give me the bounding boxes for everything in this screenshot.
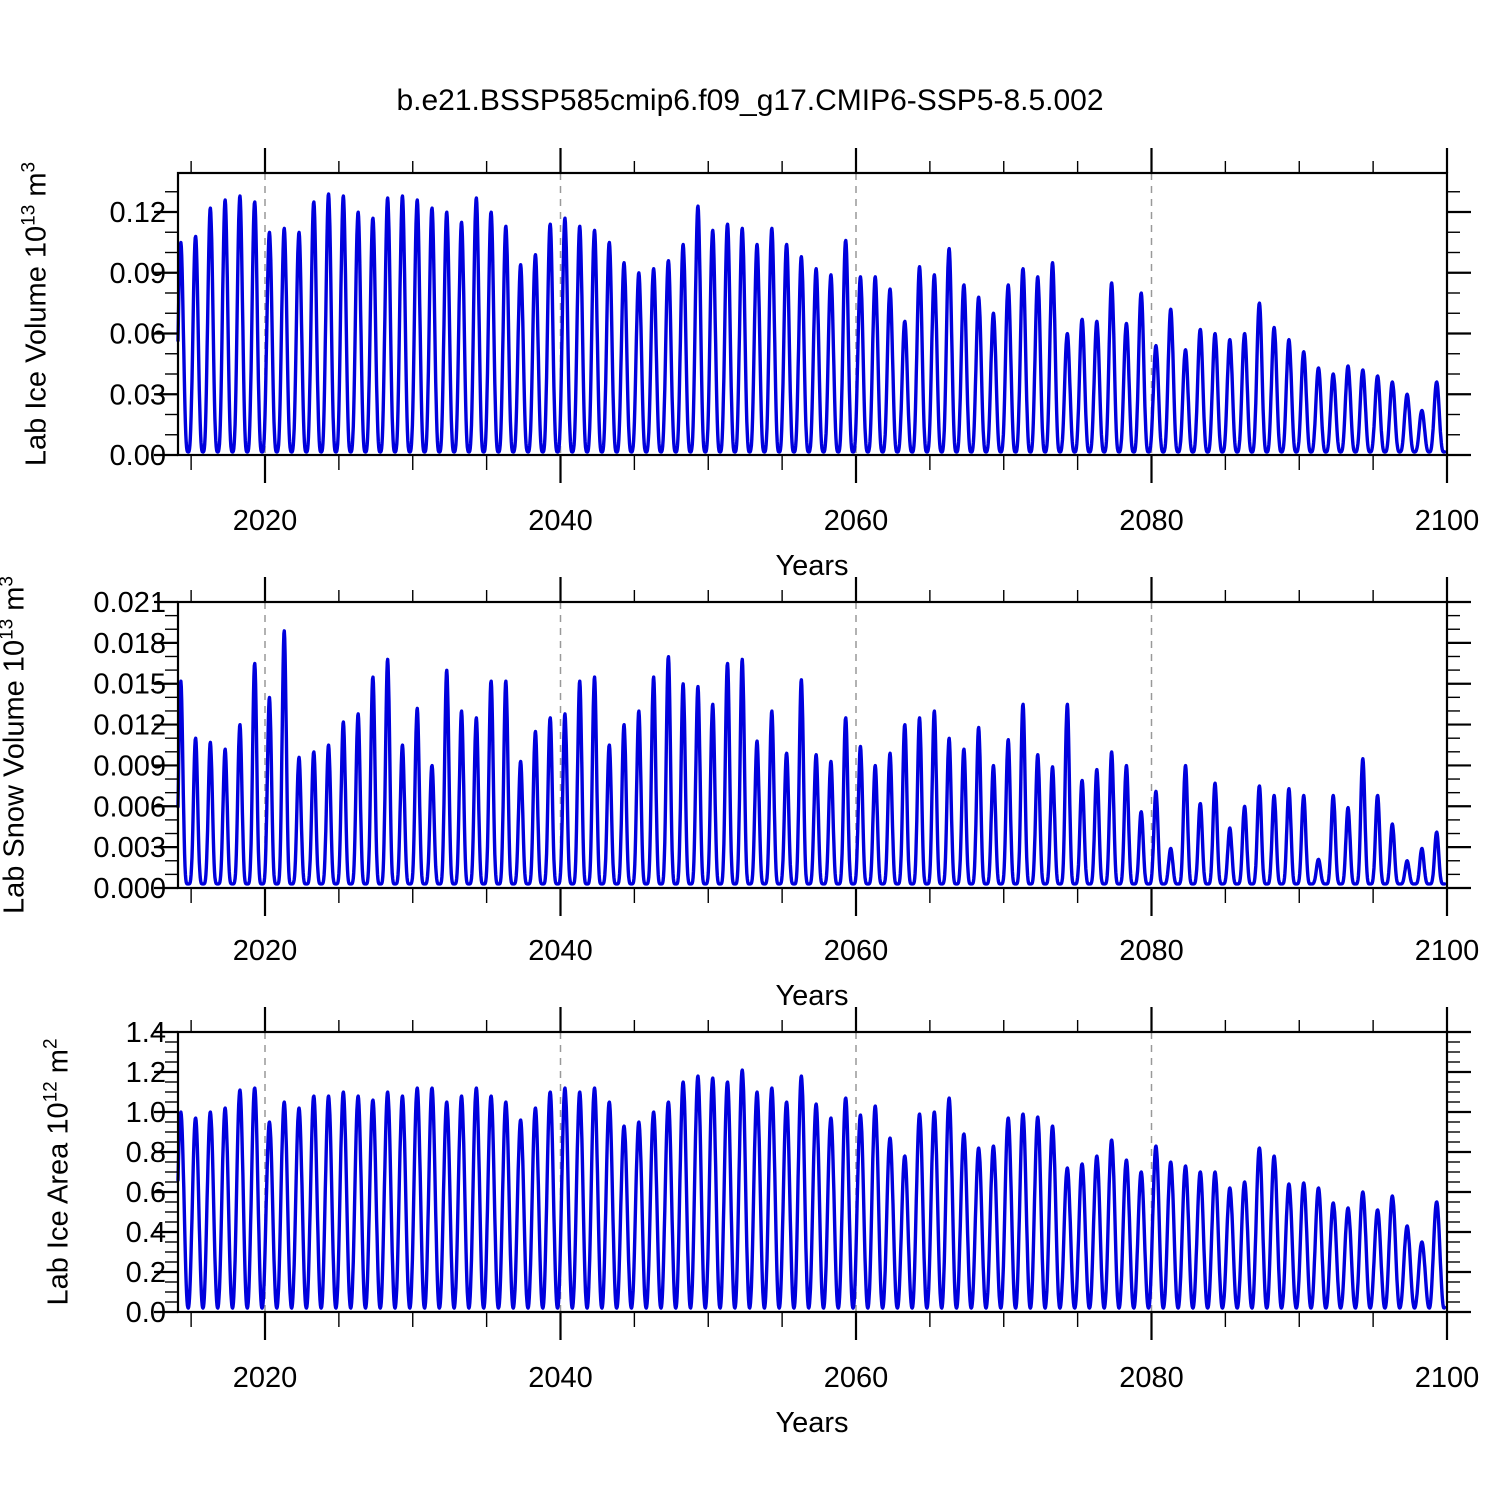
x-tick-label: 2100: [1415, 1362, 1480, 1394]
ice-volume-series-line: [176, 192, 1447, 454]
chart-title: b.e21.BSSP585cmip6.f09_g17.CMIP6-SSP5-8.…: [396, 84, 1104, 117]
y-tick-label: 0.06: [110, 319, 166, 351]
x-tick-label: 2100: [1415, 505, 1480, 537]
exponent: 13: [0, 618, 18, 640]
y-tick-label: 0.4: [126, 1217, 166, 1249]
y-tick-label: 1.4: [126, 1017, 166, 1049]
x-tick-label: 2080: [1119, 935, 1184, 967]
y-tick-label: 0.009: [93, 750, 166, 782]
x-tick-label: 2020: [233, 935, 298, 967]
y-tick-label: 0.03: [110, 379, 166, 411]
y-tick-label: 0.09: [110, 258, 166, 290]
x-axis-title-2: Years: [775, 980, 849, 1012]
y-axis-title-units: m: [42, 1049, 75, 1082]
exponent: 3: [0, 576, 18, 587]
axis-frame: [176, 171, 1449, 457]
x-axis-title-1: Years: [775, 550, 849, 582]
y-tick-label: 0.2: [126, 1257, 166, 1289]
ice-area-series-line: [176, 1068, 1447, 1310]
y-tick-label: 0.006: [93, 791, 166, 823]
x-axis-title-3: Years: [775, 1407, 849, 1439]
x-tick-label: 2060: [824, 1362, 889, 1394]
y-tick-label: 0.015: [93, 669, 166, 701]
y-axis-title-ice-volume: Lab Ice Volume 1013 m3: [19, 162, 54, 466]
exponent: 3: [18, 161, 40, 173]
x-tick-label: 2040: [528, 935, 593, 967]
y-tick-label: 0.0: [126, 1297, 166, 1329]
y-axis-title-text: Lab Ice Volume 10: [20, 225, 53, 467]
y-tick-label: 0.000: [93, 873, 166, 905]
panel-ice-area: 0.0 0.2 0.4 0.6 0.8 1.0 1.2 1.4 2020 2040 2060 2080…: [126, 1007, 1480, 1394]
y-axis-title-text: Lab Snow Volume 10: [0, 639, 31, 915]
x-tick-label: 2080: [1119, 1362, 1184, 1394]
x-tick-label: 2020: [233, 505, 298, 537]
y-tick-label: 0.6: [126, 1177, 166, 1209]
y-tick-label: 0.003: [93, 832, 166, 864]
exponent: 12: [40, 1081, 62, 1103]
x-tick-label: 2040: [528, 1362, 593, 1394]
y-tick-label: 1.2: [126, 1057, 166, 1089]
panel-ice-volume: 0.00 0.03 0.06 0.09 0.12 2020 2040 2060 2080 2100: [110, 148, 1480, 537]
exponent: 13: [18, 204, 40, 226]
y-tick-label: 0.018: [93, 628, 166, 660]
y-axis-title-text: Lab Ice Area 10: [42, 1102, 75, 1306]
x-tick-label: 2040: [528, 505, 593, 537]
y-tick-label: 0.012: [93, 710, 166, 742]
snow-volume-series-line: [176, 629, 1447, 886]
y-tick-label: 0.8: [126, 1137, 166, 1169]
y-axis-title-ice-area: Lab Ice Area 1012 m2: [41, 1038, 76, 1305]
x-tick-label: 2080: [1119, 505, 1184, 537]
y-tick-label: 0.12: [110, 197, 166, 229]
x-tick-label: 2100: [1415, 935, 1480, 967]
axis-frame: [176, 600, 1449, 890]
y-tick-label: 1.0: [126, 1097, 166, 1129]
x-tick-label: 2060: [824, 935, 889, 967]
y-tick-label: 0.021: [93, 587, 166, 619]
y-axis-title-snow-volume: Lab Snow Volume 1013 m3: [0, 576, 31, 914]
exponent: 2: [40, 1038, 62, 1050]
y-tick-label: 0.00: [110, 440, 166, 472]
y-axis-title-units: m: [0, 586, 31, 619]
x-tick-label: 2020: [233, 1362, 298, 1394]
x-tick-label: 2060: [824, 505, 889, 537]
y-axis-title-units: m: [20, 172, 53, 205]
panel-snow-volume: 0.000 0.003 0.006 0.009 0.012 0.015 0.018 0.021…: [93, 577, 1479, 967]
